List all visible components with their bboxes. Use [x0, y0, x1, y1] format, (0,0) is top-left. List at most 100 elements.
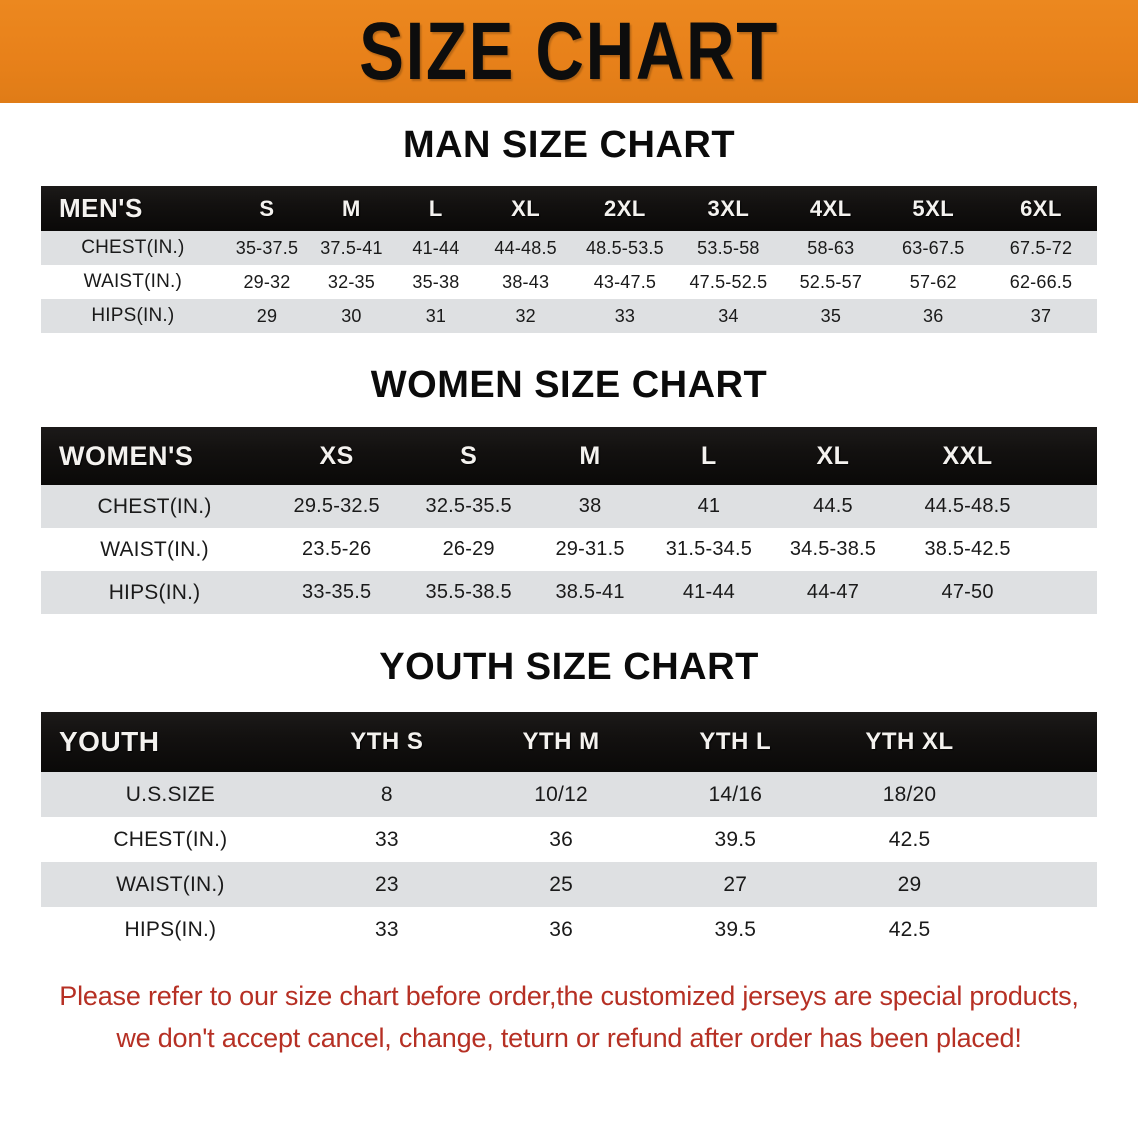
youth-chest-yth-s: 33: [299, 817, 474, 862]
disclaimer-line-1: Please refer to our size chart before or…: [59, 981, 1079, 1011]
women-size-table: WOMEN'S XS S M L XL XXL CHEST(IN.) 29.5-…: [41, 427, 1097, 614]
women-col-head-l: L: [701, 441, 717, 470]
table-row: WAIST(IN.) 23.5-26 26-29 29-31.5 31.5-34…: [41, 528, 1097, 571]
men-chest-6xl: 67.5-72: [985, 231, 1097, 265]
women-hips-spacer: [1038, 571, 1097, 614]
youth-chest-spacer-1: [996, 817, 1047, 862]
men-waist-3xl: 47.5-52.5: [676, 265, 781, 299]
women-waist-spacer: [1038, 528, 1097, 571]
men-col-head-s: S: [259, 195, 275, 221]
youth-hips-yth-xl: 42.5: [822, 907, 997, 952]
disclaimer-line-2: we don't accept cancel, change, teturn o…: [116, 1022, 1022, 1053]
men-hips-5xl: 36: [881, 299, 985, 333]
youth-row-label-waist: WAIST(IN.): [41, 862, 300, 907]
men-col-head-4xl: 4XL: [809, 195, 852, 221]
table-row: U.S.SIZE 8 10/12 14/16 18/20: [41, 772, 1097, 817]
size-chart-disclaimer: Please refer to our size chart before or…: [24, 976, 1114, 1060]
youth-waist-spacer-1: [996, 862, 1047, 907]
men-hips-xl: 32: [478, 299, 574, 333]
men-hips-3xl: 34: [676, 299, 781, 333]
men-waist-2xl: 43-47.5: [573, 265, 677, 299]
men-waist-xl: 38-43: [478, 265, 574, 299]
youth-row-label-us-size: U.S.SIZE: [41, 772, 300, 817]
table-row: CHEST(IN.) 29.5-32.5 32.5-35.5 38 41 44.…: [41, 485, 1097, 528]
women-row-label-hips: HIPS(IN.): [41, 571, 269, 614]
youth-chest-yth-m: 36: [473, 817, 649, 862]
men-chest-m: 37.5-41: [309, 231, 394, 265]
women-col-head-xl: XL: [816, 441, 850, 470]
youth-col-head-yth-s: YTH S: [350, 728, 424, 755]
men-waist-6xl: 62-66.5: [985, 265, 1097, 299]
women-size-table-wrap: WOMEN'S XS S M L XL XXL CHEST(IN.) 29.5-…: [41, 427, 1097, 614]
men-size-table-wrap: MEN'S S M L XL 2XL 3XL 4XL 5XL 6XL CHEST…: [41, 186, 1097, 333]
youth-ussize-yth-l: 14/16: [648, 772, 823, 817]
women-waist-m: 29-31.5: [532, 528, 649, 571]
women-chest-l: 41: [648, 485, 770, 528]
women-col-head-xxl: XXL: [942, 441, 993, 470]
men-col-head-3xl: 3XL: [707, 195, 750, 221]
page-banner: SIZE CHART: [0, 0, 1138, 103]
men-waist-4xl: 52.5-57: [780, 265, 882, 299]
women-chest-xs: 29.5-32.5: [268, 485, 406, 528]
youth-ussize-yth-m: 10/12: [473, 772, 649, 817]
men-waist-m: 32-35: [309, 265, 394, 299]
table-row: HIPS(IN.) 33-35.5 35.5-38.5 38.5-41 41-4…: [41, 571, 1097, 614]
women-col-head-m: M: [579, 441, 601, 470]
women-row-label-waist: WAIST(IN.): [41, 528, 269, 571]
men-hips-2xl: 33: [573, 299, 677, 333]
men-col-head-2xl: 2XL: [603, 195, 646, 221]
women-row-label-chest: CHEST(IN.): [41, 485, 269, 528]
youth-col-head-spacer-2: [1047, 712, 1097, 772]
men-waist-5xl: 57-62: [881, 265, 985, 299]
women-waist-xl: 34.5-38.5: [769, 528, 897, 571]
youth-chest-yth-xl: 42.5: [822, 817, 997, 862]
women-chest-spacer: [1038, 485, 1097, 528]
men-col-head-6xl: 6XL: [1020, 195, 1062, 221]
table-row: CHEST(IN.) 33 36 39.5 42.5: [41, 817, 1097, 862]
table-row: HIPS(IN.) 29 30 31 32 33 34 35 36 37: [41, 299, 1097, 333]
youth-size-table: YOUTH YTH S YTH M YTH L YTH XL U.S.SIZE …: [41, 712, 1097, 952]
youth-col-head-yth-xl: YTH XL: [865, 728, 954, 755]
men-hips-m: 30: [309, 299, 394, 333]
youth-header-label: YOUTH: [59, 726, 160, 757]
men-waist-s: 29-32: [224, 265, 310, 299]
men-col-head-xl: XL: [511, 195, 541, 221]
men-table-header-row: MEN'S S M L XL 2XL 3XL 4XL 5XL 6XL: [41, 186, 1097, 231]
women-col-head-xs: XS: [319, 441, 354, 470]
men-header-label: MEN'S: [59, 193, 143, 223]
women-chest-xxl: 44.5-48.5: [896, 485, 1039, 528]
women-chest-s: 32.5-35.5: [405, 485, 533, 528]
youth-col-head-yth-m: YTH M: [522, 728, 600, 755]
men-hips-l: 31: [393, 299, 479, 333]
youth-waist-spacer-2: [1046, 862, 1097, 907]
table-row: CHEST(IN.) 35-37.5 37.5-41 41-44 44-48.5…: [41, 231, 1097, 265]
table-row: WAIST(IN.) 23 25 27 29: [41, 862, 1097, 907]
youth-waist-yth-l: 27: [648, 862, 823, 907]
men-hips-4xl: 35: [780, 299, 882, 333]
youth-size-table-wrap: YOUTH YTH S YTH M YTH L YTH XL U.S.SIZE …: [41, 712, 1097, 952]
women-waist-s: 26-29: [405, 528, 533, 571]
women-hips-xs: 33-35.5: [268, 571, 406, 614]
men-chest-5xl: 63-67.5: [881, 231, 985, 265]
youth-hips-yth-s: 33: [299, 907, 474, 952]
youth-ussize-spacer-2: [1046, 772, 1097, 817]
youth-row-label-hips: HIPS(IN.): [41, 907, 300, 952]
table-row: HIPS(IN.) 33 36 39.5 42.5: [41, 907, 1097, 952]
women-waist-l: 31.5-34.5: [648, 528, 770, 571]
men-chest-s: 35-37.5: [224, 231, 310, 265]
section-title-youth: YOUTH SIZE CHART: [379, 646, 759, 688]
men-chest-4xl: 58-63: [780, 231, 882, 265]
youth-ussize-spacer-1: [996, 772, 1047, 817]
men-col-head-5xl: 5XL: [912, 195, 955, 221]
youth-hips-spacer-1: [996, 907, 1047, 952]
women-header-label: WOMEN'S: [59, 440, 194, 471]
youth-hips-spacer-2: [1046, 907, 1097, 952]
men-chest-l: 41-44: [393, 231, 479, 265]
men-waist-l: 35-38: [393, 265, 479, 299]
section-title-women: WOMEN SIZE CHART: [370, 364, 768, 406]
youth-chest-yth-l: 39.5: [648, 817, 823, 862]
youth-chest-spacer-2: [1046, 817, 1097, 862]
youth-waist-yth-s: 23: [299, 862, 474, 907]
table-row: WAIST(IN.) 29-32 32-35 35-38 38-43 43-47…: [41, 265, 1097, 299]
youth-waist-yth-m: 25: [473, 862, 649, 907]
